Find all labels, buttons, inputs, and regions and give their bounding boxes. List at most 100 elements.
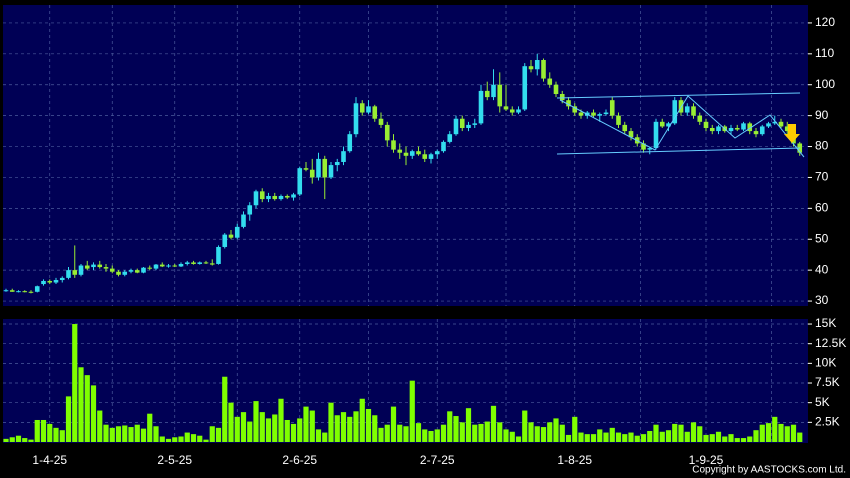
candle-body [578, 112, 584, 116]
volume-bar [309, 410, 315, 442]
volume-bar [340, 412, 347, 442]
volume-bar [572, 416, 578, 442]
candle-body [266, 195, 271, 200]
volume-bar [484, 421, 490, 442]
volume-bar [259, 412, 265, 442]
candle-body [559, 94, 565, 101]
candle-body [641, 143, 646, 150]
volume-bar [159, 436, 165, 442]
volume-bar [53, 427, 59, 442]
candle-body [378, 118, 384, 125]
volume-bar [365, 408, 372, 442]
volume-bar [740, 438, 747, 442]
trend-line [556, 92, 801, 99]
copyright: Copyright by AASTOCKS.com Ltd. [692, 465, 846, 476]
volume-bar [615, 432, 622, 442]
candle-body [609, 100, 615, 116]
candle-body [416, 151, 421, 155]
candle-body [72, 270, 78, 275]
volume-bar [153, 426, 159, 442]
y-tick-label: 2.5K [815, 415, 840, 429]
volume-bar [734, 438, 740, 442]
candle-body [109, 268, 115, 272]
grid [3, 5, 808, 442]
volume-bar [22, 438, 28, 442]
volume-bar [540, 427, 547, 442]
volume-bar [40, 419, 47, 442]
volume-bar [597, 429, 603, 442]
volume-bar [528, 422, 534, 442]
volume-bar [634, 435, 640, 442]
volume-bar [684, 431, 690, 442]
volume-bar [178, 436, 184, 442]
volume-bar [222, 376, 228, 442]
candle-body [209, 263, 215, 265]
volume-bar [522, 410, 528, 442]
candle-body [659, 121, 665, 127]
volume-bar [140, 428, 147, 442]
candle-body [172, 265, 178, 267]
candle-body [766, 123, 771, 127]
volume-bar [559, 424, 565, 442]
volume-bar [203, 439, 209, 442]
candle-body [672, 100, 678, 124]
volume-bar [440, 424, 447, 442]
volume-bar [697, 426, 703, 442]
candle-body [284, 195, 290, 198]
pattern-lines [556, 92, 805, 158]
volume-bar [609, 427, 615, 442]
candle-body [553, 84, 559, 95]
volume-bar [128, 427, 134, 442]
candle-body [716, 126, 721, 132]
candle-body [528, 66, 534, 70]
candle-body [734, 127, 740, 130]
volume-bar [797, 432, 803, 442]
candle-body [16, 291, 21, 293]
volume-bar [747, 436, 753, 442]
volume-bar [190, 434, 197, 442]
candle-body [53, 280, 59, 283]
volume-bar [15, 435, 22, 442]
candle-body [666, 123, 671, 127]
candle-body [684, 106, 690, 113]
candle-body [3, 290, 9, 292]
candle-body [116, 271, 121, 275]
x-tick-label: 1-8-25 [557, 453, 592, 467]
candle-body [309, 169, 315, 178]
candle-body [241, 214, 246, 227]
volume-bar [497, 422, 503, 442]
volume-bar [372, 415, 378, 442]
y-tick-label: 80 [815, 139, 829, 153]
candle-body [572, 106, 578, 113]
volume-bar [715, 431, 722, 442]
candle-body [234, 226, 240, 238]
volume-bar [384, 424, 390, 442]
candle-body [491, 84, 496, 98]
volume-bar [409, 380, 415, 442]
candle-body [216, 246, 221, 264]
volume-bar [65, 396, 72, 442]
candle-body [303, 168, 309, 170]
y-tick-label: 12.5K [815, 336, 846, 350]
volume-bar [434, 429, 440, 442]
candle-body [753, 131, 759, 135]
volume-bar [378, 427, 384, 442]
y-tick-label: 5K [815, 395, 830, 409]
candle-body [247, 205, 253, 215]
volume-bar [772, 416, 778, 442]
candle-body [166, 265, 171, 267]
volume-bar [459, 422, 465, 442]
volume-bar [284, 419, 290, 442]
volume-bar [478, 423, 484, 442]
candle-body [222, 234, 228, 247]
volume-bar [328, 402, 334, 442]
candle-body [103, 267, 109, 269]
volume-bar [509, 431, 515, 442]
candle-body [59, 277, 65, 281]
volume-bar [659, 431, 665, 442]
candle-body [778, 121, 784, 127]
candle-body [316, 158, 321, 178]
volume-bar [728, 434, 734, 442]
x-tick-label: 2-6-25 [282, 453, 317, 467]
volume-bar [84, 375, 90, 442]
